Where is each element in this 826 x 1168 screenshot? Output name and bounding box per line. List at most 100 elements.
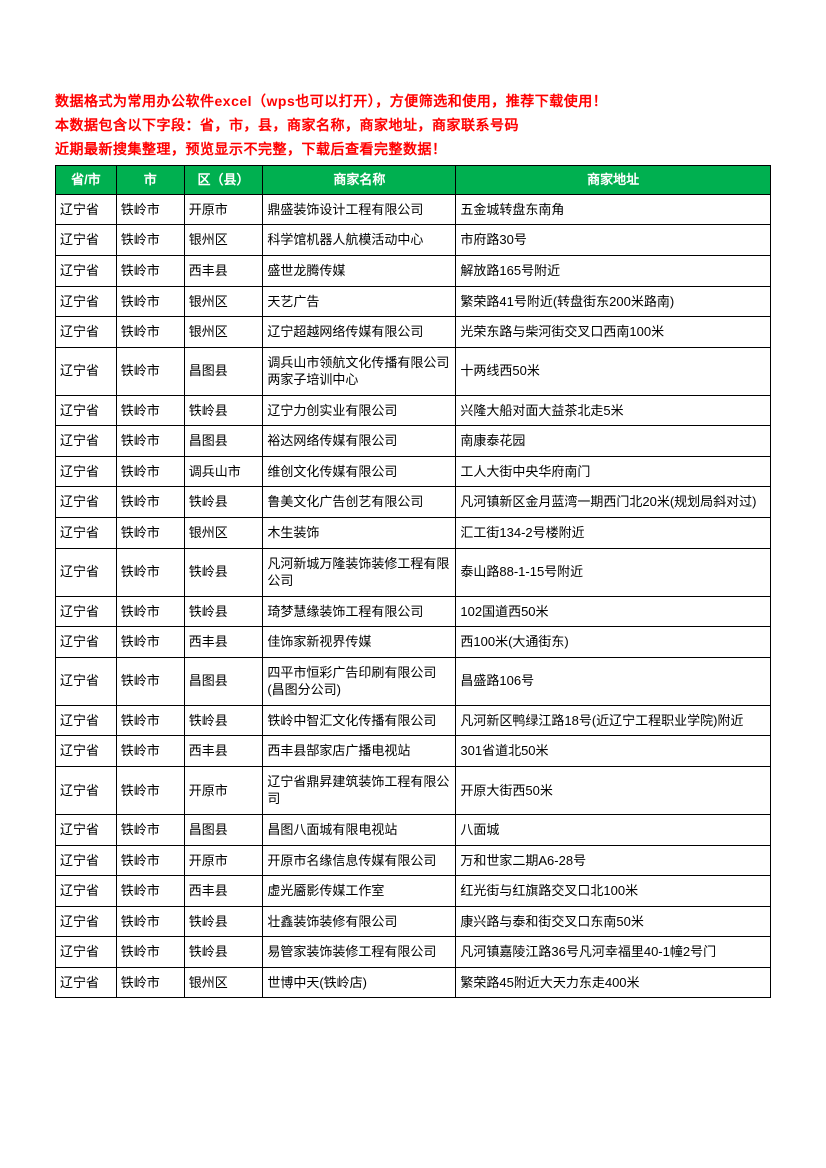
table-cell: 琦梦慧缘装饰工程有限公司 xyxy=(263,596,456,627)
table-cell: 五金城转盘东南角 xyxy=(456,194,771,225)
table-cell: 铁岭市 xyxy=(116,705,184,736)
table-cell: 南康泰花园 xyxy=(456,426,771,457)
table-cell: 铁岭市 xyxy=(116,736,184,767)
table-cell: 铁岭市 xyxy=(116,548,184,596)
table-cell: 昌图县 xyxy=(184,347,263,395)
table-cell: 辽宁省 xyxy=(56,657,117,705)
table-cell: 天艺广告 xyxy=(263,286,456,317)
table-cell: 银州区 xyxy=(184,225,263,256)
table-cell: 辽宁省 xyxy=(56,906,117,937)
table-cell: 繁荣路41号附近(转盘街东200米路南) xyxy=(456,286,771,317)
table-cell: 辽宁省 xyxy=(56,286,117,317)
table-row: 辽宁省铁岭市昌图县裕达网络传媒有限公司南康泰花园 xyxy=(56,426,771,457)
table-row: 辽宁省铁岭市铁岭县铁岭中智汇文化传播有限公司凡河新区鸭绿江路18号(近辽宁工程职… xyxy=(56,705,771,736)
table-row: 辽宁省铁岭市昌图县四平市恒彩广告印刷有限公司(昌图分公司)昌盛路106号 xyxy=(56,657,771,705)
table-cell: 解放路165号附近 xyxy=(456,256,771,287)
table-row: 辽宁省铁岭市铁岭县壮鑫装饰装修有限公司康兴路与泰和街交叉口东南50米 xyxy=(56,906,771,937)
table-row: 辽宁省铁岭市铁岭县辽宁力创实业有限公司兴隆大船对面大益茶北走5米 xyxy=(56,395,771,426)
table-row: 辽宁省铁岭市调兵山市维创文化传媒有限公司工人大街中央华府南门 xyxy=(56,456,771,487)
table-cell: 银州区 xyxy=(184,317,263,348)
table-cell: 西丰县 xyxy=(184,876,263,907)
table-cell: 铁岭市 xyxy=(116,766,184,814)
table-cell: 昌图县 xyxy=(184,657,263,705)
table-cell: 凡河镇新区金月蓝湾一期西门北20米(规划局斜对过) xyxy=(456,487,771,518)
table-cell: 辽宁省 xyxy=(56,627,117,658)
table-cell: 繁荣路45附近大天力东走400米 xyxy=(456,967,771,998)
table-cell: 银州区 xyxy=(184,967,263,998)
table-row: 辽宁省铁岭市昌图县昌图八面城有限电视站八面城 xyxy=(56,814,771,845)
table-cell: 汇工街134-2号楼附近 xyxy=(456,517,771,548)
table-cell: 万和世家二期A6-28号 xyxy=(456,845,771,876)
table-cell: 红光街与红旗路交叉口北100米 xyxy=(456,876,771,907)
table-cell: 调兵山市领航文化传播有限公司两家子培训中心 xyxy=(263,347,456,395)
table-cell: 辽宁超越网络传媒有限公司 xyxy=(263,317,456,348)
table-cell: 佳饰家新视界传媒 xyxy=(263,627,456,658)
table-body: 辽宁省铁岭市开原市鼎盛装饰设计工程有限公司五金城转盘东南角辽宁省铁岭市银州区科学… xyxy=(56,194,771,997)
table-cell: 铁岭县 xyxy=(184,705,263,736)
intro-line-3: 近期最新搜集整理，预览显示不完整，下载后查看完整数据！ xyxy=(55,138,771,162)
table-cell: 银州区 xyxy=(184,286,263,317)
table-cell: 铁岭市 xyxy=(116,627,184,658)
table-cell: 辽宁省 xyxy=(56,347,117,395)
table-row: 辽宁省铁岭市西丰县佳饰家新视界传媒西100米(大通街东) xyxy=(56,627,771,658)
table-cell: 裕达网络传媒有限公司 xyxy=(263,426,456,457)
table-cell: 铁岭市 xyxy=(116,876,184,907)
table-cell: 开原市 xyxy=(184,194,263,225)
table-cell: 铁岭市 xyxy=(116,814,184,845)
table-cell: 铁岭市 xyxy=(116,286,184,317)
table-cell: 铁岭县 xyxy=(184,548,263,596)
table-cell: 辽宁省 xyxy=(56,256,117,287)
table-cell: 昌图县 xyxy=(184,814,263,845)
table-cell: 木生装饰 xyxy=(263,517,456,548)
col-merchant: 商家名称 xyxy=(263,166,456,195)
table-cell: 辽宁省 xyxy=(56,766,117,814)
table-cell: 鲁美文化广告创艺有限公司 xyxy=(263,487,456,518)
col-city: 市 xyxy=(116,166,184,195)
table-cell: 辽宁省 xyxy=(56,596,117,627)
table-cell: 昌图八面城有限电视站 xyxy=(263,814,456,845)
table-cell: 虚光靥影传媒工作室 xyxy=(263,876,456,907)
table-cell: 铁岭市 xyxy=(116,256,184,287)
table-cell: 铁岭市 xyxy=(116,596,184,627)
table-cell: 辽宁省 xyxy=(56,426,117,457)
table-cell: 辽宁省 xyxy=(56,967,117,998)
table-row: 辽宁省铁岭市铁岭县鲁美文化广告创艺有限公司凡河镇新区金月蓝湾一期西门北20米(规… xyxy=(56,487,771,518)
table-row: 辽宁省铁岭市银州区天艺广告繁荣路41号附近(转盘街东200米路南) xyxy=(56,286,771,317)
table-cell: 银州区 xyxy=(184,517,263,548)
table-cell: 辽宁省 xyxy=(56,317,117,348)
table-cell: 鼎盛装饰设计工程有限公司 xyxy=(263,194,456,225)
table-cell: 辽宁省 xyxy=(56,736,117,767)
table-cell: 铁岭市 xyxy=(116,426,184,457)
table-cell: 西丰县 xyxy=(184,256,263,287)
table-row: 辽宁省铁岭市铁岭县琦梦慧缘装饰工程有限公司102国道西50米 xyxy=(56,596,771,627)
col-province: 省/市 xyxy=(56,166,117,195)
table-cell: 十两线西50米 xyxy=(456,347,771,395)
table-row: 辽宁省铁岭市开原市鼎盛装饰设计工程有限公司五金城转盘东南角 xyxy=(56,194,771,225)
table-cell: 辽宁省 xyxy=(56,937,117,968)
table-cell: 辽宁力创实业有限公司 xyxy=(263,395,456,426)
table-cell: 易管家装饰装修工程有限公司 xyxy=(263,937,456,968)
table-cell: 铁岭市 xyxy=(116,347,184,395)
table-cell: 西丰县郜家店广播电视站 xyxy=(263,736,456,767)
table-row: 辽宁省铁岭市铁岭县易管家装饰装修工程有限公司凡河镇嘉陵江路36号凡河幸福里40-… xyxy=(56,937,771,968)
table-cell: 铁岭市 xyxy=(116,317,184,348)
table-cell: 铁岭市 xyxy=(116,225,184,256)
table-cell: 开原大街西50米 xyxy=(456,766,771,814)
table-row: 辽宁省铁岭市铁岭县凡河新城万隆装饰装修工程有限公司泰山路88-1-15号附近 xyxy=(56,548,771,596)
table-cell: 辽宁省 xyxy=(56,876,117,907)
col-address: 商家地址 xyxy=(456,166,771,195)
table-row: 辽宁省铁岭市开原市开原市名缘信息传媒有限公司万和世家二期A6-28号 xyxy=(56,845,771,876)
table-row: 辽宁省铁岭市昌图县调兵山市领航文化传播有限公司两家子培训中心十两线西50米 xyxy=(56,347,771,395)
table-cell: 辽宁省 xyxy=(56,845,117,876)
intro-line-1: 数据格式为常用办公软件excel（wps也可以打开），方便筛选和使用，推荐下载使… xyxy=(55,90,771,114)
table-cell: 西100米(大通街东) xyxy=(456,627,771,658)
table-cell: 康兴路与泰和街交叉口东南50米 xyxy=(456,906,771,937)
table-cell: 辽宁省 xyxy=(56,225,117,256)
table-header-row: 省/市 市 区（县） 商家名称 商家地址 xyxy=(56,166,771,195)
table-row: 辽宁省铁岭市银州区世博中天(铁岭店)繁荣路45附近大天力东走400米 xyxy=(56,967,771,998)
table-cell: 辽宁省 xyxy=(56,395,117,426)
table-cell: 开原市 xyxy=(184,766,263,814)
table-cell: 102国道西50米 xyxy=(456,596,771,627)
table-cell: 昌图县 xyxy=(184,426,263,457)
table-row: 辽宁省铁岭市银州区辽宁超越网络传媒有限公司光荣东路与柴河街交叉口西南100米 xyxy=(56,317,771,348)
